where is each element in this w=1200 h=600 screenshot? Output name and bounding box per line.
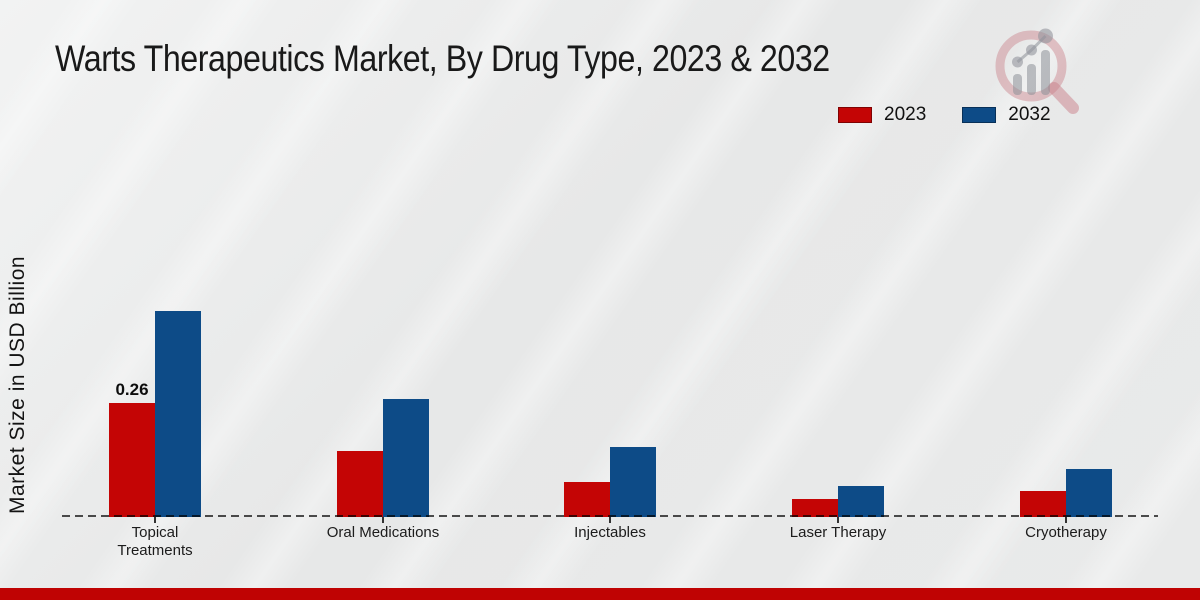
legend: 2023 2032 bbox=[838, 103, 1075, 127]
x-axis-tick bbox=[1065, 517, 1067, 523]
x-axis-tick bbox=[382, 517, 384, 523]
legend-swatch-2023 bbox=[838, 107, 872, 123]
bar-2032-cryotherapy bbox=[1066, 469, 1112, 517]
x-axis-tick bbox=[837, 517, 839, 523]
bar-2023-cryotherapy bbox=[1020, 491, 1066, 517]
bar-2032-oral-medications bbox=[383, 399, 429, 517]
chart-title: Warts Therapeutics Market, By Drug Type,… bbox=[55, 38, 830, 79]
y-axis-label: Market Size in USD Billion bbox=[6, 255, 29, 514]
bar-2032-injectables bbox=[610, 447, 656, 517]
category-label-cryotherapy: Cryotherapy bbox=[1025, 524, 1107, 541]
bar-2032-laser-therapy bbox=[838, 486, 884, 517]
category-label-oral-medications: Oral Medications bbox=[326, 524, 440, 541]
bar-2023-injectables bbox=[564, 482, 610, 517]
footer-accent-bar bbox=[0, 588, 1200, 600]
bar-2032-topical-treatments bbox=[155, 311, 201, 517]
x-axis-tick bbox=[154, 517, 156, 523]
bar-2023-laser-therapy bbox=[792, 499, 838, 517]
legend-swatch-2032 bbox=[962, 107, 997, 123]
bar-2023-topical-treatments bbox=[109, 403, 155, 517]
legend-label-2032: 2032 bbox=[1008, 104, 1051, 125]
x-axis-baseline bbox=[62, 515, 1158, 517]
bar-2023-oral-medications bbox=[337, 451, 383, 517]
x-axis-tick bbox=[609, 517, 611, 523]
category-label-topical-treatments: Topical Treatments bbox=[117, 524, 193, 559]
category-label-injectables: Injectables bbox=[574, 524, 646, 541]
bar-value-label: 0.26 bbox=[115, 380, 149, 399]
legend-label-2023: 2023 bbox=[884, 104, 927, 125]
category-label-laser-therapy: Laser Therapy bbox=[789, 524, 887, 541]
magnifier-bar-chart-logo-icon bbox=[995, 28, 1079, 114]
